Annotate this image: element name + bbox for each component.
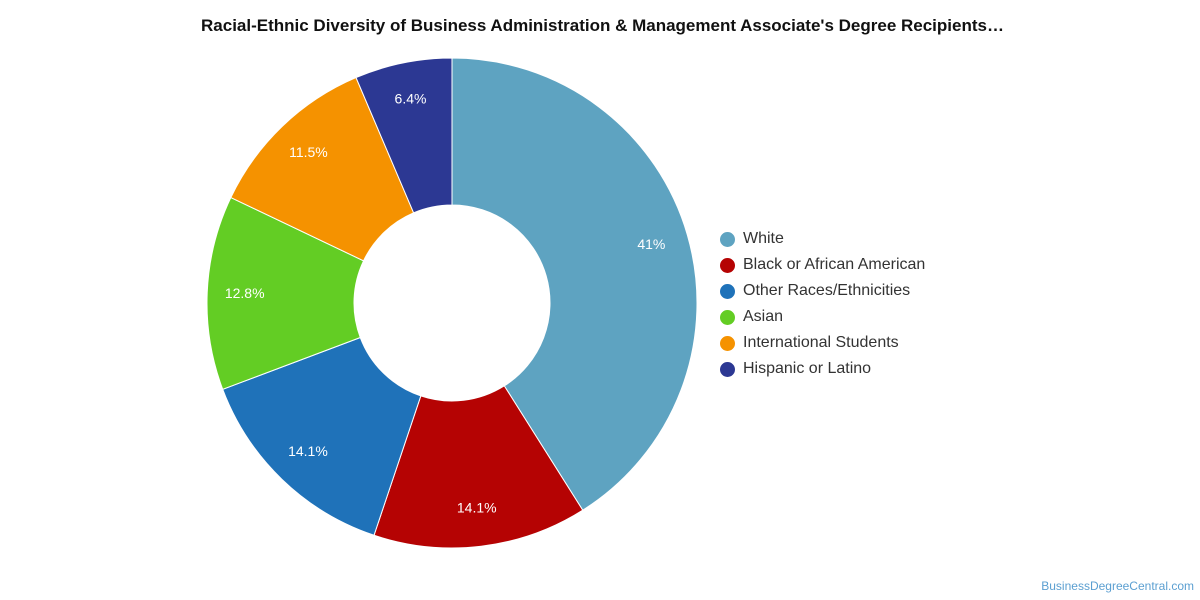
legend-item-hispanic-or-latino[interactable]: Hispanic or Latino [720, 356, 925, 382]
slice-value-label: 14.1% [288, 443, 328, 459]
slice-value-label: 14.1% [457, 500, 497, 516]
legend-swatch [720, 309, 735, 325]
legend-label: International Students [743, 334, 899, 351]
slice-black-or-african-american[interactable] [373, 385, 584, 549]
legend-label: Black or African American [743, 256, 926, 273]
source-credit[interactable]: BusinessDegreeCentral.com [1041, 579, 1194, 593]
slice-asian[interactable] [206, 196, 365, 390]
legend-label: Asian [743, 308, 784, 325]
slice-other-races-ethnicities[interactable] [222, 336, 422, 536]
legend-swatch [720, 335, 735, 351]
slice-value-label: 41% [637, 236, 665, 252]
slice-value-label: 11.5% [289, 144, 328, 160]
legend-item-white[interactable]: White [720, 226, 925, 252]
legend-label: White [743, 230, 784, 247]
slice-white[interactable] [451, 57, 698, 511]
legend-item-other-races-ethnicities[interactable]: Other Races/Ethnicities [720, 278, 925, 304]
legend-item-international-students[interactable]: International Students [720, 330, 925, 356]
legend-item-black-or-african-american[interactable]: Black or African American [720, 252, 925, 278]
legend-label: Hispanic or Latino [743, 360, 872, 377]
chart-legend: White Black or African American Other Race… [720, 226, 925, 382]
legend-swatch [720, 231, 735, 247]
chart-title: Racial-Ethnic Diversity of Business Admi… [201, 16, 1004, 35]
legend-swatch [720, 257, 735, 273]
legend-label: Other Races/Ethnicities [743, 282, 911, 299]
slice-value-label: 6.4% [395, 90, 427, 106]
legend-swatch [720, 283, 735, 299]
slice-value-label: 12.8% [225, 285, 265, 301]
legend-swatch [720, 361, 735, 377]
slice-hispanic-or-latino[interactable] [355, 57, 453, 214]
legend-item-asian[interactable]: Asian [720, 304, 925, 330]
slice-international-students[interactable] [230, 76, 415, 262]
